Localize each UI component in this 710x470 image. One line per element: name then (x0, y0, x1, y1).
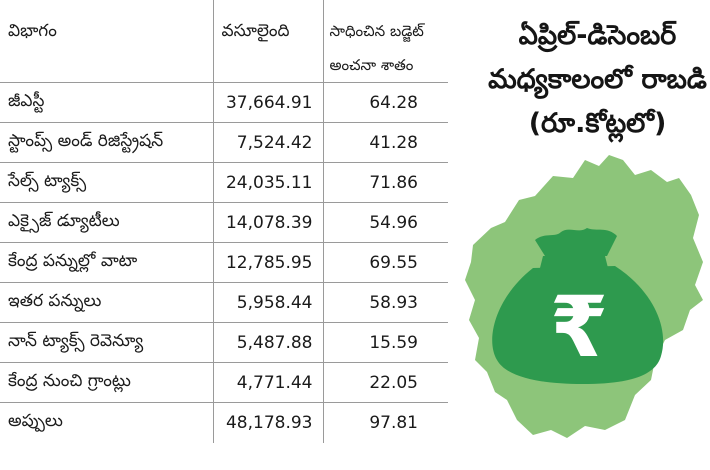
table-row: జీఎస్టీ 37,664.91 64.28 (0, 82, 448, 123)
row-percent: 54.96 (322, 202, 448, 243)
panel-title-line1: ఏప్రిల్-డిసెంబర్ (518, 20, 677, 51)
row-collected: 14,078.39 (212, 202, 323, 243)
row-category: అప్పులు (8, 410, 63, 431)
header-budget-percent-line1: సాధించిన బడ్జెట్ (329, 22, 424, 40)
telangana-map-icon: ₹ (465, 155, 703, 438)
row-collected: 5,958.44 (212, 282, 323, 323)
infographic-panel: ₹ ఏప్రిల్-డిసెంబర్ మధ్యకాలంలో రాబడి (రూ.… (455, 0, 710, 470)
money-bag-icon: ₹ (492, 228, 664, 384)
money-bag-body (492, 266, 664, 384)
panel-title-line3: (రూ.కోట్లలో) (528, 108, 667, 139)
row-percent: 58.93 (322, 282, 448, 323)
table-row: అప్పులు 48,178.93 97.81 (0, 402, 448, 443)
money-bag-neck (539, 256, 609, 272)
panel-title-line2: మధ్యకాలంలో రాబడి (488, 64, 707, 95)
revenue-table: విభాగం వసూలైంది సాధించిన బడ్జెట్ అంచనా శ… (0, 0, 448, 443)
row-collected: 7,524.42 (212, 122, 323, 163)
row-percent: 97.81 (322, 402, 448, 443)
row-percent: 15.59 (322, 322, 448, 363)
row-percent: 71.86 (322, 162, 448, 203)
row-collected: 37,664.91 (212, 82, 323, 123)
row-collected: 12,785.95 (212, 242, 323, 283)
header-collected: వసూలైంది (212, 0, 323, 83)
table-row: కేంద్ర పన్నుల్లో వాటా 12,785.95 69.55 (0, 242, 448, 283)
row-category: ఎక్సైజ్ డ్యూటీలు (0, 202, 213, 243)
table-row: స్టాంప్స్ అండ్ రిజిస్ట్రేషన్ 7,524.42 41… (0, 122, 448, 163)
row-percent: 69.55 (322, 242, 448, 283)
table-row: కేంద్ర నుంచి గ్రాంట్లు 4,771.44 22.05 (0, 362, 448, 403)
row-collected: 24,035.11 (212, 162, 323, 203)
row-collected: 48,178.93 (212, 402, 323, 443)
header-category: విభాగం (0, 0, 213, 83)
panel-title: ఏప్రిల్-డిసెంబర్ మధ్యకాలంలో రాబడి (రూ.కో… (485, 14, 710, 146)
money-bag-top (535, 228, 617, 256)
table-header-row: విభాగం వసూలైంది సాధించిన బడ్జెట్ అంచనా శ… (0, 0, 448, 83)
row-category: కేంద్ర పన్నుల్లో వాటా (0, 242, 213, 283)
row-percent: 64.28 (322, 82, 448, 123)
row-percent: 41.28 (322, 122, 448, 163)
row-category: స్టాంప్స్ అండ్ రిజిస్ట్రేషన్ (0, 122, 213, 163)
table-row: సేల్స్ ట్యాక్స్ 24,035.11 71.86 (0, 162, 448, 203)
revenue-table-container: విభాగం వసూలైంది సాధించిన బడ్జెట్ అంచనా శ… (0, 0, 448, 443)
header-budget-percent: సాధించిన బడ్జెట్ అంచనా శాతం (322, 0, 448, 83)
row-percent: 22.05 (322, 362, 448, 403)
table-row: ఎక్సైజ్ డ్యూటీలు 14,078.39 54.96 (0, 202, 448, 243)
header-budget-percent-line2: అంచనా శాతం (329, 56, 414, 74)
row-category: జీఎస్టీ (0, 82, 213, 123)
table-row: నాన్ ట్యాక్స్ రెవెన్యూ 5,487.88 15.59 (0, 322, 448, 363)
row-collected: 5,487.88 (212, 322, 323, 363)
row-collected: 4,771.44 (212, 362, 323, 403)
row-category: ఇతర పన్నులు (0, 282, 213, 323)
row-category: కేంద్ర నుంచి గ్రాంట్లు (0, 362, 213, 403)
rupee-symbol: ₹ (550, 278, 608, 376)
row-category: నాన్ ట్యాక్స్ రెవెన్యూ (0, 322, 213, 363)
table-row: ఇతర పన్నులు 5,958.44 58.93 (0, 282, 448, 323)
row-category: సేల్స్ ట్యాక్స్ (0, 162, 213, 203)
